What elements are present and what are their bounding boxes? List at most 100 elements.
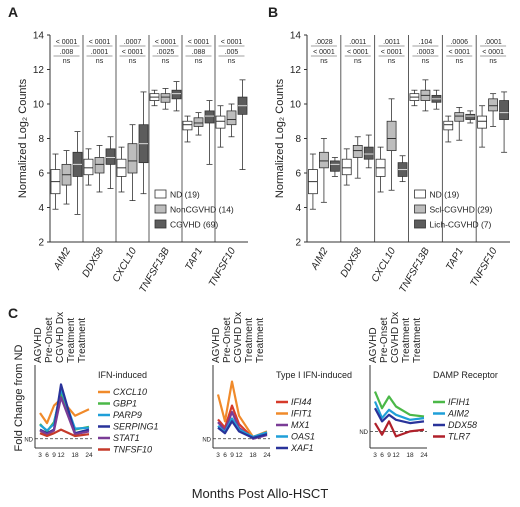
- y-tick-label: 4: [295, 203, 301, 214]
- legend-label: TNFSF10: [113, 445, 152, 455]
- phase-label: AGVHD: [211, 327, 222, 363]
- x-tick-label: 24: [420, 452, 428, 459]
- phase-label: Pre-Onset: [44, 317, 55, 363]
- legend-label: IFIT1: [291, 409, 312, 419]
- box-iqr: [341, 158, 352, 176]
- significance-label: < 0001: [381, 49, 403, 56]
- box-chart-a: 2 4 6 8 10 12 14 Normalized Log₂ Counts < 0001 .0…: [17, 31, 248, 295]
- legend-title: DAMP Receptor: [433, 370, 498, 380]
- y-axis-label: Normalized Log₂ Counts: [274, 78, 286, 198]
- phase-label: Treatment: [244, 318, 255, 363]
- box-chart-b: 2 4 6 8 10 12 14 Normalized Log₂ Counts .0028 < 0…: [274, 31, 510, 295]
- legend-label: STAT1: [113, 433, 140, 443]
- significance-label: ns: [320, 58, 328, 65]
- significance-label: < 0001: [56, 39, 78, 46]
- box-iqr: [499, 100, 509, 120]
- significance-label: .0006: [450, 39, 468, 46]
- box-iqr: [94, 157, 105, 174]
- category-label: TNFSF10: [207, 246, 238, 289]
- x-tick-label: 3: [38, 452, 42, 459]
- phase-label: CGVHD Dx: [233, 312, 244, 363]
- box-iqr: [352, 144, 363, 158]
- box-iqr: [182, 120, 193, 131]
- legend-title: IFN-induced: [98, 370, 147, 380]
- legend-swatch: [154, 204, 167, 214]
- significance-label: ns: [354, 58, 362, 65]
- category-label: DDX58: [339, 246, 365, 280]
- box-iqr: [105, 148, 116, 165]
- x-tick-label: 24: [85, 452, 93, 459]
- legend-label: AIM2: [447, 409, 469, 419]
- significance-label: .0011: [383, 39, 400, 46]
- category-label: TAP1: [183, 246, 205, 273]
- significance-label: ns: [388, 58, 396, 65]
- significance-label: < 0001: [482, 49, 504, 56]
- legend-label: CXCL10: [113, 387, 147, 397]
- box-iqr: [465, 113, 476, 120]
- legend-label: SERPING1: [113, 422, 159, 432]
- x-tick-label: 6: [223, 452, 227, 459]
- significance-label: .0028: [315, 39, 333, 46]
- series-line: [39, 396, 90, 436]
- legend-label: PARP9: [113, 410, 142, 420]
- significance-label: .0003: [417, 49, 435, 56]
- legend-label: DDX58: [448, 420, 477, 430]
- significance-label: ns: [162, 58, 170, 65]
- y-tick-label: 14: [33, 31, 45, 42]
- box-iqr: [160, 93, 171, 103]
- box-iqr: [477, 115, 487, 129]
- legend-label: GBP1: [113, 399, 137, 409]
- phase-label: Treatment: [77, 318, 88, 363]
- box-iqr: [454, 112, 465, 122]
- category-label: CXCL10: [370, 246, 399, 285]
- x-tick-label: 12: [57, 452, 65, 459]
- legend-label: NonCGVHD (14): [170, 205, 234, 215]
- series-line: [217, 420, 268, 439]
- x-tick-label: 18: [249, 452, 257, 459]
- legend-label: MX1: [291, 420, 310, 430]
- series-line: [373, 401, 425, 421]
- significance-label: ns: [456, 58, 464, 65]
- box-iqr: [386, 120, 397, 151]
- category-label: TNFSF10: [468, 246, 499, 289]
- significance-label: < 0001: [347, 49, 369, 56]
- line-chart-ifn-induced: Fold Change from ND AGVHD Pre-Onset CGVHD D…: [13, 312, 159, 459]
- box-iqr: [127, 143, 138, 174]
- x-tick-label: 18: [71, 452, 79, 459]
- box-iqr: [363, 146, 374, 160]
- x-tick-label: 9: [52, 452, 56, 459]
- y-tick-label: 10: [33, 100, 45, 111]
- reference-line-label: ND: [359, 430, 368, 436]
- line-chart-damp-receptor: AGVHD Pre-Onset CGVHD Dx Treatment Treatment…: [359, 312, 498, 459]
- y-tick-label: 4: [38, 203, 44, 214]
- significance-label: ns: [129, 58, 137, 65]
- box-iqr: [171, 89, 182, 100]
- series-line: [39, 428, 90, 438]
- panel-label-c: C: [8, 305, 18, 321]
- legend-label: OAS1: [291, 432, 315, 442]
- legend-title: Type I IFN-induced: [276, 370, 352, 380]
- significance-label: .0007: [124, 39, 142, 46]
- phase-label: CGVHD Dx: [390, 312, 401, 363]
- x-tick-label: 3: [373, 452, 377, 459]
- box-iqr: [193, 117, 204, 127]
- significance-label: .088: [192, 49, 206, 56]
- legend-label: Scl-CGVHD (29): [430, 205, 493, 215]
- legend-label: XAF1: [290, 443, 314, 453]
- legend-swatch: [154, 219, 167, 229]
- y-tick-label: 6: [38, 169, 44, 180]
- legend-label: Lich-CGVHD (7): [430, 220, 492, 230]
- significance-label: .0011: [349, 39, 366, 46]
- phase-label: Treatment: [255, 318, 266, 363]
- significance-label: .0001: [484, 39, 502, 46]
- significance-label: ns: [63, 58, 71, 65]
- x-tick-label: 12: [392, 452, 400, 459]
- box-iqr: [330, 160, 340, 172]
- series-line: [374, 420, 425, 438]
- phase-label: Treatment: [66, 318, 77, 363]
- reference-line-label: ND: [202, 437, 211, 443]
- significance-label: < 0001: [313, 49, 335, 56]
- significance-label: ns: [96, 58, 104, 65]
- significance-label: .0001: [91, 49, 109, 56]
